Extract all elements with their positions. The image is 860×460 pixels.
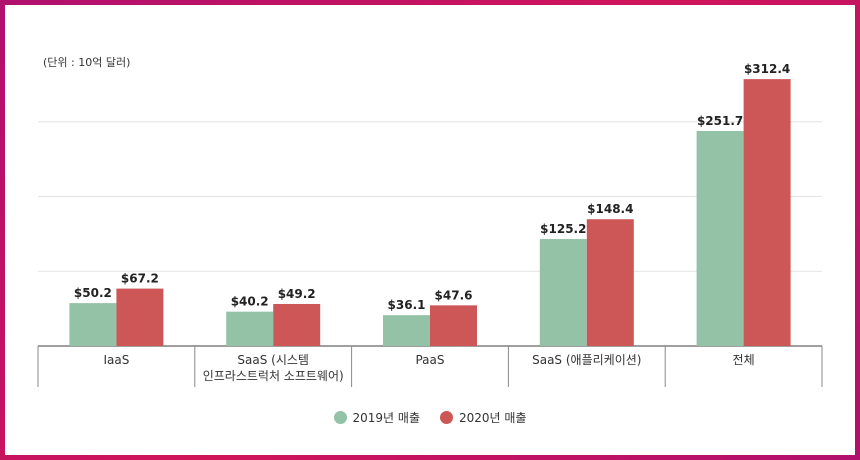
data-label: $312.4 (744, 62, 790, 76)
bar-2020 (586, 219, 634, 346)
bar-2019 (539, 239, 587, 346)
legend: 2019년 매출 2020년 매출 (5, 409, 855, 426)
data-label: $251.7 (697, 114, 743, 128)
legend-swatch-2020 (440, 411, 453, 424)
data-label: $67.2 (121, 272, 159, 286)
data-label: $148.4 (587, 202, 633, 216)
bar-2019 (383, 315, 430, 346)
category-label: 전체 (733, 353, 755, 367)
category-label: IaaS (103, 353, 129, 367)
legend-item-2019: 2019년 매출 (333, 409, 420, 426)
category-label: SaaS (시스템 (237, 353, 309, 367)
legend-swatch-2019 (333, 411, 347, 424)
category-label: SaaS (애플리케이션) (532, 353, 641, 367)
chart-frame: (단위 : 10억 달러) $50.2 $67.2 IaaS $40.2 $49.2 Sa… (5, 5, 855, 455)
category-label: 인프라스트럭처 소프트웨어) (203, 369, 344, 383)
bar-chart: $50.2 $67.2 IaaS $40.2 $49.2 SaaS (시스템인프라스트럭처… (37, 62, 823, 387)
data-label: $40.2 (231, 295, 269, 309)
unit-note: (단위 : 10억 달러) (43, 56, 131, 69)
legend-label-2019: 2019년 매출 (352, 411, 420, 425)
bar-2020 (743, 79, 791, 346)
bar-2020 (430, 305, 477, 346)
data-label: $49.2 (278, 287, 316, 301)
bar-2019 (69, 303, 117, 346)
data-label: $125.2 (540, 222, 586, 236)
legend-label-2020: 2020년 매출 (459, 411, 527, 425)
data-label: $36.1 (388, 298, 426, 312)
category-label: PaaS (415, 353, 444, 367)
legend-item-2020: 2020년 매출 (440, 409, 526, 426)
bar-2020 (116, 288, 164, 346)
data-label: $47.6 (435, 288, 473, 302)
bar-2020 (273, 303, 321, 346)
bar-2019 (226, 311, 274, 346)
data-label: $50.2 (74, 286, 112, 300)
bar-2019 (696, 130, 744, 346)
